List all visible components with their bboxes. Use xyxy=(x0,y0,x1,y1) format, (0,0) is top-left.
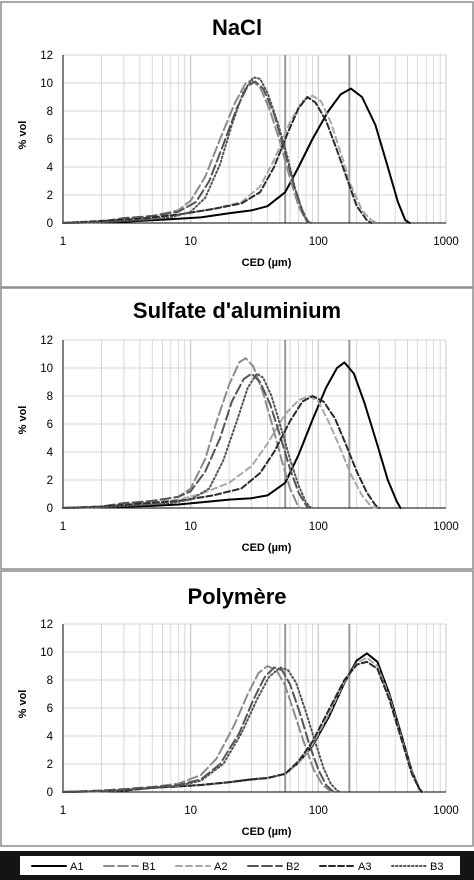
series-line-b3 xyxy=(62,372,313,509)
series-group xyxy=(62,76,411,224)
y-tick-label: 0 xyxy=(47,787,53,799)
x-axis-label: CED (µm) xyxy=(242,257,292,269)
y-tick-label: 6 xyxy=(47,703,53,715)
legend: A1 B1 A2 B2 A3 B3 xyxy=(0,851,474,880)
series-line-a1 xyxy=(62,361,402,509)
y-axis-label: % vol xyxy=(17,406,29,435)
legend-label: A2 xyxy=(214,861,227,873)
y-tick-label: 4 xyxy=(47,162,54,174)
y-tick-label: 10 xyxy=(40,78,53,90)
x-tick-label: 1000 xyxy=(433,805,459,817)
x-tick-label: 100 xyxy=(309,805,328,817)
panel-border xyxy=(0,1,474,288)
x-tick-label: 100 xyxy=(309,236,328,248)
legend-label: A3 xyxy=(358,861,371,873)
y-tick-label: 6 xyxy=(47,134,53,146)
legend-label: B1 xyxy=(142,861,155,873)
y-tick-label: 2 xyxy=(47,475,53,487)
series-line-b3 xyxy=(62,666,342,793)
x-tick-label: 1 xyxy=(60,236,66,248)
chart-title: NaCl xyxy=(212,15,262,40)
legend-label: B3 xyxy=(430,861,443,873)
x-tick-label: 10 xyxy=(184,236,197,248)
x-tick-label: 1000 xyxy=(433,236,459,248)
y-tick-label: 10 xyxy=(40,647,53,659)
legend-label: B2 xyxy=(286,861,299,873)
x-tick-label: 10 xyxy=(184,805,197,817)
y-tick-label: 4 xyxy=(47,731,54,743)
y-tick-label: 12 xyxy=(40,619,53,631)
y-axis-label: % vol xyxy=(17,121,29,150)
panel-border xyxy=(0,570,474,847)
x-axis-label: CED (µm) xyxy=(242,542,292,554)
x-tick-label: 1 xyxy=(60,521,66,533)
y-tick-label: 10 xyxy=(40,363,53,375)
grid xyxy=(62,339,447,509)
y-tick-label: 4 xyxy=(47,447,54,459)
y-tick-label: 2 xyxy=(47,759,53,771)
series-group xyxy=(62,357,402,509)
y-tick-label: 12 xyxy=(40,50,53,62)
y-tick-label: 8 xyxy=(47,106,53,118)
panel-border xyxy=(0,287,474,570)
y-axis-label: % vol xyxy=(17,690,29,719)
x-tick-label: 1000 xyxy=(433,521,459,533)
series-line-b3 xyxy=(62,76,311,224)
chart-title: Polymère xyxy=(187,584,286,609)
x-tick-label: 10 xyxy=(184,521,197,533)
x-axis-label: CED (µm) xyxy=(242,826,292,838)
y-tick-label: 6 xyxy=(47,419,53,431)
y-tick-label: 0 xyxy=(47,503,53,515)
series-line-a1 xyxy=(62,87,411,224)
series-group xyxy=(62,652,424,793)
y-tick-label: 2 xyxy=(47,190,53,202)
y-tick-label: 0 xyxy=(47,218,53,230)
x-tick-label: 1 xyxy=(60,805,66,817)
series-line-a3 xyxy=(62,96,373,224)
y-tick-label: 8 xyxy=(47,675,53,687)
series-line-a3 xyxy=(62,395,381,509)
y-tick-label: 12 xyxy=(40,335,53,347)
chart-panel-1: NaCl 0 2 4 6 8 10 12 1 10 100 1000 CED (µm) % vol xyxy=(0,1,474,288)
y-tick-label: 8 xyxy=(47,391,53,403)
legend-label: A1 xyxy=(70,861,83,873)
chart-panel-3: Polymère 0 2 4 6 8 10 12 1 10 100 1000 CED (µm) % vol xyxy=(0,570,474,847)
chart-title: Sulfate d'aluminium xyxy=(133,298,341,323)
legend-box xyxy=(20,856,460,875)
chart-panel-2: Sulfate d'aluminium 0 2 4 6 8 10 12 1 10 100 1000 CE… xyxy=(0,287,474,570)
series-line-b2 xyxy=(62,372,311,509)
x-tick-label: 100 xyxy=(309,521,328,533)
series-line-a2 xyxy=(62,395,377,509)
